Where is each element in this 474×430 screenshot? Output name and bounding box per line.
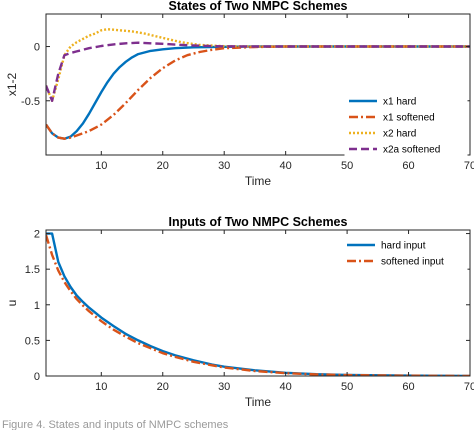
x-tick-label: 60 [402,160,414,172]
x-tick-label: 70 [464,381,474,393]
x-axis-label: Time [245,395,272,409]
figure-caption: Figure 4. States and inputs of NMPC sche… [2,419,229,430]
legend-label: hard input [381,241,426,252]
y-tick-label: 0.5 [25,335,40,347]
y-tick-label: 1.5 [25,264,40,276]
x-tick-label: 40 [280,381,292,393]
y-tick-label: -0.5 [21,96,40,108]
legend-label: softened input [381,257,444,268]
legend-box [342,235,468,271]
x-tick-label: 30 [218,160,230,172]
x-tick-label: 50 [341,160,353,172]
y-axis-label: x1-2 [5,73,19,97]
y-tick-label: 0 [34,42,40,54]
plot-frame [45,13,471,156]
legend-box [344,91,468,159]
series-line-x2a-softened [46,41,470,103]
chart-1: 10 20 30 40 50 60 70 0 -0.5 States of Two NMPC Sc… [5,0,474,188]
x-tick-label: 50 [341,381,353,393]
y-tick-label: 2 [34,229,40,241]
y-tick-label: 0 [34,371,40,383]
x-tick-label: 10 [95,381,107,393]
chart-title: States of Two NMPC Schemes [169,0,348,13]
x-tick-label: 70 [464,160,474,172]
x-tick-label: 10 [95,160,107,172]
chart-title: Inputs of Two NMPC Schemes [169,215,348,229]
series-line-hard-input [46,232,470,376]
y-tick-label: 1 [34,300,40,312]
x-tick-label: 30 [218,381,230,393]
x-tick-label: 40 [280,160,292,172]
legend: hard input softened input [342,235,468,271]
x-tick-label: 20 [157,160,169,172]
legend-label: x2 hard [383,129,416,140]
legend-label: x2a softened [383,145,440,156]
legend: x1 hard x1 softened x2 hard x2a softened [344,91,468,159]
series-line-softened-input [46,234,470,376]
series-line-x2-hard [46,28,470,103]
legend-label: x1 hard [383,97,416,108]
legend-label: x1 softened [383,113,435,124]
x-tick-label: 20 [157,381,169,393]
plot-frame [45,229,471,377]
y-axis-label: u [5,300,19,307]
x-tick-label: 60 [402,381,414,393]
x-axis-label: Time [245,174,272,188]
chart-2: 10 20 30 40 50 60 70 0 0.5 1 1.5 2 Inputs of Two NMP… [5,215,474,409]
series-line-x1-softened [46,45,470,140]
